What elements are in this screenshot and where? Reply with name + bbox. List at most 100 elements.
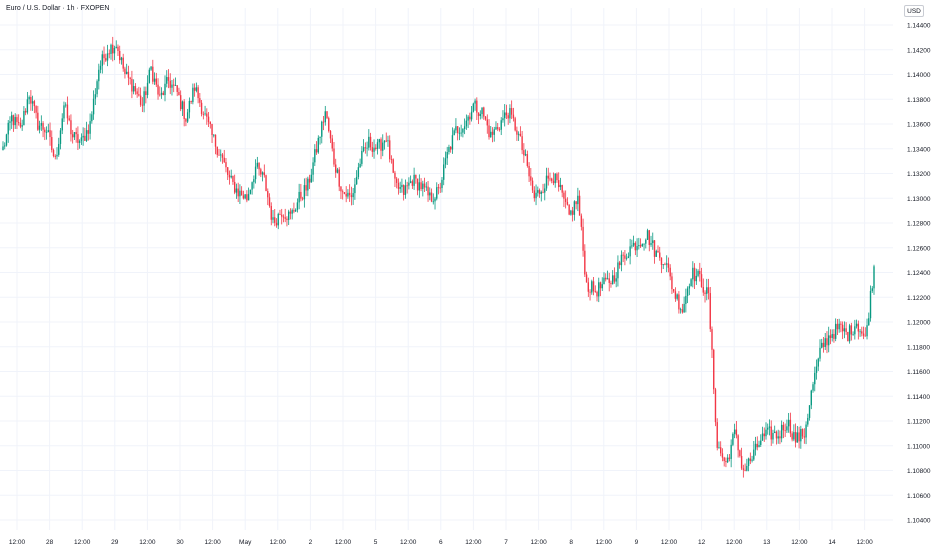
- x-tick-label: 2: [309, 539, 313, 546]
- candle-body: [465, 120, 468, 127]
- candle-body: [254, 166, 257, 180]
- candle: [244, 194, 246, 200]
- candle: [258, 162, 260, 176]
- candle: [328, 116, 330, 133]
- candle-body: [449, 146, 452, 150]
- candle: [9, 116, 11, 131]
- candle-body: [559, 184, 562, 188]
- candle: [23, 106, 25, 126]
- candle: [127, 65, 130, 86]
- candle-body: [831, 333, 833, 338]
- candle-body: [298, 191, 300, 203]
- x-tick-label: 12:00: [139, 539, 156, 546]
- candle-body: [517, 133, 520, 135]
- candle: [406, 181, 408, 194]
- candle: [493, 126, 495, 142]
- x-tick-label: 30: [176, 539, 184, 546]
- candle: [803, 428, 806, 444]
- candle: [641, 243, 644, 247]
- candle: [422, 180, 424, 197]
- candle-body: [740, 455, 743, 469]
- candle-body: [528, 165, 530, 177]
- candle-body: [350, 195, 353, 198]
- currency-button[interactable]: USD: [904, 5, 924, 17]
- candle: [530, 167, 532, 186]
- candle-body: [636, 246, 638, 251]
- candle: [523, 143, 525, 163]
- candle-body: [190, 100, 192, 103]
- candle-body: [584, 250, 586, 275]
- candle-body: [371, 147, 374, 152]
- candle: [373, 139, 375, 159]
- candle: [542, 183, 544, 194]
- candle: [436, 182, 438, 201]
- candle: [91, 111, 93, 124]
- candle: [770, 420, 772, 446]
- candle: [467, 115, 469, 129]
- candle: [94, 88, 97, 106]
- candle: [780, 420, 783, 443]
- candle-body: [463, 126, 466, 130]
- candle-body: [359, 163, 361, 168]
- candle-body: [206, 113, 208, 117]
- price-axis[interactable]: 1.14400 1.14200 1.14000 1.13800 1.13600 1.134…: [907, 23, 931, 525]
- candle: [706, 278, 708, 301]
- candle: [49, 122, 51, 146]
- candle-body: [686, 288, 689, 296]
- candle: [275, 218, 278, 228]
- candle-body: [216, 146, 218, 155]
- candle-body: [765, 429, 767, 437]
- candle: [737, 434, 739, 458]
- candle-body: [87, 130, 90, 134]
- candle: [87, 124, 90, 141]
- candle-body: [692, 267, 694, 280]
- candle-body: [542, 191, 544, 193]
- candle-body: [775, 431, 778, 439]
- candle: [336, 167, 339, 174]
- candle: [585, 271, 588, 283]
- candle-body: [197, 87, 199, 99]
- candle-body: [669, 267, 671, 277]
- candle-body: [124, 68, 126, 74]
- candle-body: [101, 54, 103, 66]
- candle: [16, 114, 18, 130]
- candle: [726, 454, 729, 464]
- candle-body: [516, 130, 518, 135]
- candle: [82, 127, 84, 146]
- candle: [632, 235, 635, 247]
- candle-body: [510, 108, 513, 115]
- candle: [610, 280, 612, 288]
- candle: [293, 202, 295, 214]
- candle: [551, 177, 553, 184]
- candle: [268, 193, 271, 208]
- candle: [819, 339, 821, 362]
- x-tick-label: 5: [374, 539, 378, 546]
- candle: [164, 75, 166, 102]
- candle-body: [155, 78, 157, 85]
- candle-body: [105, 58, 107, 61]
- candle-body: [164, 83, 166, 96]
- x-tick-label: 7: [504, 539, 508, 546]
- candle-body: [601, 284, 603, 289]
- candle-body: [202, 113, 205, 115]
- symbol-title[interactable]: Euro / U.S. Dollar · 1h · FXOPEN: [6, 5, 110, 12]
- candle: [195, 82, 198, 93]
- candle: [307, 176, 309, 197]
- candle-body: [409, 181, 412, 183]
- candle-body: [274, 217, 276, 223]
- candle-body: [58, 143, 60, 155]
- candle: [617, 255, 619, 287]
- time-axis[interactable]: 12:00 28 12:00 29 12:00 30 12:00 May 12:00 2 12:00…: [9, 539, 873, 546]
- candle-body: [418, 182, 421, 191]
- candle: [458, 127, 461, 141]
- candle: [78, 139, 81, 149]
- candle-body: [406, 185, 408, 187]
- candle-body: [793, 432, 795, 440]
- candle: [98, 63, 100, 90]
- candle-body: [2, 146, 4, 151]
- candle-body: [373, 147, 375, 152]
- candle: [652, 232, 654, 250]
- candle-body: [566, 201, 569, 205]
